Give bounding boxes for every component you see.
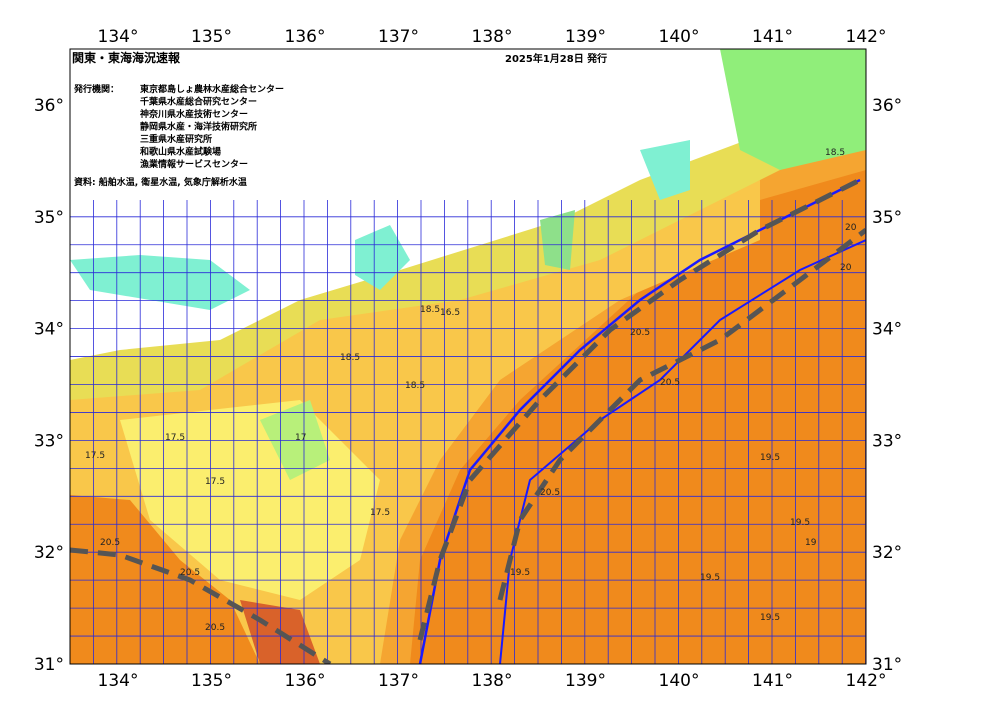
lon-label: 140° [659,671,700,691]
lon-label: 138° [472,27,513,47]
kuroshio-path [417,177,862,641]
lat-label: 35° [34,208,64,228]
kuroshio-west [70,547,332,664]
contour-label: 20 [840,263,852,273]
lon-label: 134° [98,27,139,47]
sagami-bay [640,140,690,200]
issuer: 千葉県水産総合研究センター [140,96,257,108]
issuer: 神奈川県水産技術センター [140,108,248,120]
map-title: 関東・東海海況速報 [72,50,181,65]
issuer: 東京都島しょ農林水産総合センター [140,83,284,95]
issuer: 和歌山県水産試験場 [139,146,221,158]
sea-south-warm [70,495,260,664]
lon-label: 140° [659,27,700,47]
contour-label: 19.5 [760,453,780,463]
contour-label: 17.5 [370,508,390,518]
lat-label: 36° [34,96,64,116]
data-source: 資料: 船舶水温, 衛星水温, 気象庁解析水温 [74,176,247,188]
contour-label: 18.5 [420,305,440,315]
contour-label: 20.5 [660,378,680,388]
lon-label: 141° [752,27,793,47]
labels: 134° 134° 135° 135° 136° 136° 137° 137° 138° 138°… [34,27,902,691]
lat-label: 32° [34,543,64,563]
map-area [70,49,866,664]
ise-bay [355,225,410,290]
lon-label: 142° [846,671,887,691]
contour-label: 20.5 [630,328,650,338]
contour-label: 16.5 [440,308,460,318]
lat-label: 33° [34,431,64,451]
lon-label: 137° [378,671,419,691]
contour-label: 20 [845,223,857,233]
lat-label: 33° [872,431,902,451]
contour-label: 19.5 [790,518,810,528]
contour-label: 19.5 [760,613,780,623]
tokyo-coast [720,49,866,170]
contour-label: 17.5 [85,451,105,461]
lon-label: 141° [752,671,793,691]
contour-label: 20.5 [205,623,225,633]
kuroshio-branch [497,228,866,601]
contour-label: 18.5 [340,353,360,363]
map-frame [69,48,867,665]
lon-label: 139° [565,27,606,47]
lat-label: 34° [34,320,64,340]
inland-sea [70,255,250,310]
lon-label: 139° [565,671,606,691]
lon-label: 137° [378,27,419,47]
issuer: 静岡県水産・海洋技術研究所 [140,121,257,133]
lon-label: 142° [846,27,887,47]
lon-label: 136° [285,671,326,691]
contour-label: 20.5 [180,568,200,578]
contour-label: 19 [805,538,817,548]
contour-label: 19.5 [700,573,720,583]
contour-label: 20.5 [100,538,120,548]
contour-label: 20.5 [540,488,560,498]
lat-label: 31° [872,655,902,675]
contour-label: 18.5 [825,148,845,158]
contour-label: 17.5 [165,433,185,443]
lon-label: 135° [191,27,232,47]
issuer: 漁業情報サービスセンター [140,158,248,170]
lon-label: 136° [285,27,326,47]
issue-date: 2025年1月28日 発行 [505,52,607,65]
lat-label: 31° [34,655,64,675]
issuers-label: 発行機関： [73,83,119,95]
contour-label: 17.5 [205,477,225,487]
mikawa-bay [540,210,575,270]
issuers: 東京都島しょ農林水産総合センター千葉県水産総合研究センター神奈川県水産技術センタ… [139,83,284,170]
lat-label: 36° [872,96,902,116]
lat-label: 32° [872,543,902,563]
lat-label: 34° [872,320,902,340]
grid [70,200,866,664]
lon-label: 138° [472,671,513,691]
isotherm-20 [499,239,866,664]
issuer: 三重県水産研究所 [140,133,212,145]
contour-label: 19.5 [510,568,530,578]
lon-label: 134° [98,671,139,691]
contour-label: 18.5 [405,381,425,391]
lon-label: 135° [191,671,232,691]
contour-label: 17 [295,433,306,443]
lat-label: 35° [872,208,902,228]
